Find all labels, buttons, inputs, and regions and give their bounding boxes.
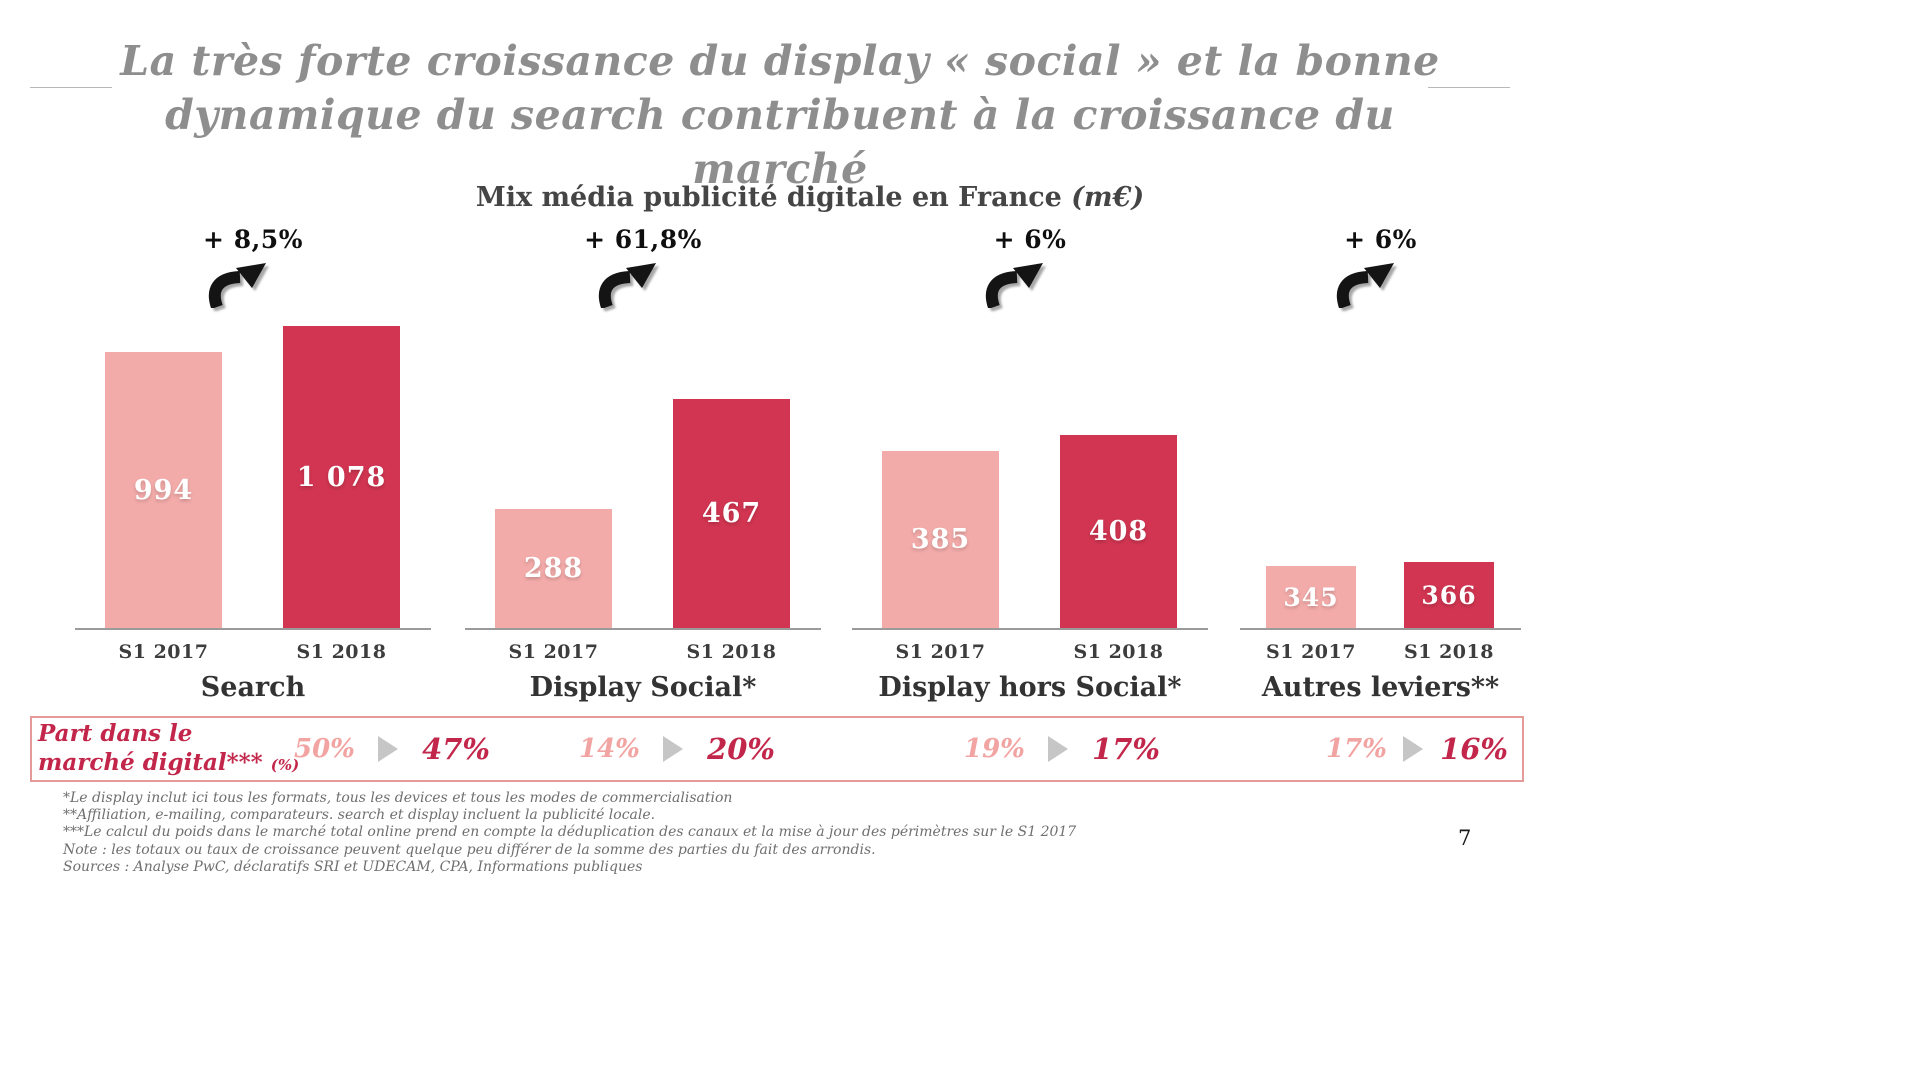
bar-value: 288	[523, 553, 584, 584]
tick-s1-2018: S1 2018	[1073, 641, 1164, 663]
market-share-label-line1: Part dans le	[38, 720, 193, 747]
bar-pair: 288 467	[465, 399, 821, 628]
share-s1-2018: 20%	[707, 732, 775, 766]
share-group-display-social: 14% 20%	[579, 718, 775, 780]
right-triangle-icon	[1403, 736, 1424, 762]
group-title: Display Social*	[529, 672, 757, 703]
axis-baseline	[75, 628, 431, 630]
right-triangle-icon	[378, 736, 399, 762]
bar-autres-leviers-s1-2018: 366	[1404, 562, 1494, 628]
chart-group-search: + 8,5% 994 1 078 S1 2017 S1 2018 Search	[75, 225, 431, 703]
tick-s1-2017: S1 2017	[895, 641, 986, 663]
bar-value: 994	[133, 474, 194, 506]
curved-growth-arrow-icon	[985, 263, 1043, 308]
bar-value: 408	[1088, 516, 1149, 547]
share-s1-2017: 14%	[579, 734, 640, 764]
bar-display-hors-social-s1-2018: 408	[1060, 435, 1177, 628]
axis-tick-labels: S1 2017 S1 2018	[852, 641, 1208, 663]
group-title: Autres leviers**	[1261, 672, 1500, 703]
axis-baseline	[852, 628, 1208, 630]
bar-search-s1-2018: 1 078	[283, 326, 400, 628]
slide-title: La très forte croissance du display « so…	[80, 34, 1480, 196]
chart-title-unit: (m€)	[1071, 182, 1145, 213]
bar-display-hors-social-s1-2017: 385	[882, 451, 999, 628]
footnote-3: ***Le calcul du poids dans le marché tot…	[63, 824, 1077, 841]
tick-s1-2017: S1 2017	[508, 641, 599, 663]
tick-s1-2018: S1 2018	[686, 641, 777, 663]
growth-annotation: + 8,5%	[75, 225, 431, 308]
bar-value: 1 078	[296, 461, 387, 493]
share-s1-2017: 17%	[1326, 734, 1387, 764]
growth-label: + 6%	[1344, 225, 1417, 254]
group-title: Display hors Social*	[878, 672, 1182, 703]
right-triangle-icon	[663, 736, 684, 762]
curved-growth-arrow-icon	[598, 263, 656, 308]
tick-s1-2017: S1 2017	[118, 641, 209, 663]
bar-search-s1-2017: 994	[105, 352, 222, 628]
axis-baseline	[1240, 628, 1521, 630]
tick-s1-2017: S1 2017	[1266, 641, 1356, 663]
share-group-search: 50% 47%	[294, 718, 490, 780]
axis-tick-labels: S1 2017 S1 2018	[465, 641, 821, 663]
footnote-2: **Affiliation, e-mailing, comparateurs. …	[63, 807, 656, 824]
bar-autres-leviers-s1-2017: 345	[1266, 566, 1356, 628]
growth-annotation: + 6%	[852, 225, 1208, 308]
bar-value: 467	[701, 498, 762, 529]
growth-annotation: + 61,8%	[465, 225, 821, 308]
share-s1-2018: 17%	[1092, 732, 1160, 766]
growth-label: + 8,5%	[203, 225, 303, 254]
market-share-box: Part dans le marché digital*** (%) 50% 4…	[30, 716, 1524, 782]
right-triangle-icon	[1048, 736, 1069, 762]
share-s1-2018: 47%	[422, 732, 490, 766]
axis-baseline	[465, 628, 821, 630]
bar-pair: 994 1 078	[75, 326, 431, 628]
share-group-display-hors-social: 19% 17%	[964, 718, 1160, 780]
group-title: Search	[200, 672, 306, 703]
chart-group-autres-leviers: + 6% 345 366 S1 2017 S1 2018 Autres levi…	[1240, 225, 1521, 703]
footnote-5: Sources : Analyse PwC, déclaratifs SRI e…	[63, 858, 643, 875]
curved-growth-arrow-icon	[1336, 263, 1394, 308]
page-number: 7	[1458, 826, 1472, 850]
tick-s1-2018: S1 2018	[1404, 641, 1494, 663]
growth-label: + 61,8%	[584, 225, 702, 254]
chart-group-display-hors-social: + 6% 385 408 S1 2017 S1 2018 Display hor…	[852, 225, 1208, 703]
bar-value: 385	[910, 524, 971, 555]
axis-tick-labels: S1 2017 S1 2018	[1240, 641, 1521, 663]
bar-display-social-s1-2018: 467	[673, 399, 790, 628]
bar-pair: 385 408	[852, 435, 1208, 628]
slide-title-line2: dynamique du search contribuent à la cro…	[165, 91, 1395, 194]
bar-display-social-s1-2017: 288	[495, 509, 612, 628]
growth-label: + 6%	[993, 225, 1067, 254]
curved-growth-arrow-icon	[208, 263, 266, 308]
footnotes: *Le display inclut ici tous les formats,…	[63, 790, 1076, 876]
slide-title-line1: La très forte croissance du display « so…	[120, 37, 1440, 85]
bar-value: 345	[1283, 582, 1339, 612]
footnote-4: Note : les totaux ou taux de croissance …	[63, 841, 876, 858]
decorative-line-left	[30, 87, 112, 88]
bar-pair: 345 366	[1240, 562, 1521, 628]
share-s1-2018: 16%	[1440, 732, 1508, 766]
chart-title: Mix média publicité digitale en France (…	[80, 182, 1540, 213]
growth-annotation: + 6%	[1240, 225, 1521, 308]
axis-tick-labels: S1 2017 S1 2018	[75, 641, 431, 663]
chart-title-text: Mix média publicité digitale en France	[475, 182, 1062, 213]
market-share-label: Part dans le marché digital*** (%)	[38, 720, 299, 778]
share-s1-2017: 19%	[964, 734, 1025, 764]
market-share-unit: (%)	[270, 755, 300, 774]
market-share-label-line2: marché digital*** (%)	[38, 748, 300, 776]
chart-group-display-social: + 61,8% 288 467 S1 2017 S1 2018 Display …	[465, 225, 821, 703]
decorative-line-right	[1428, 87, 1510, 88]
bar-value: 366	[1421, 580, 1477, 610]
footnote-1: *Le display inclut ici tous les formats,…	[63, 790, 733, 806]
share-group-autres-leviers: 17% 16%	[1326, 718, 1508, 780]
tick-s1-2018: S1 2018	[296, 641, 387, 663]
share-s1-2017: 50%	[294, 734, 355, 764]
